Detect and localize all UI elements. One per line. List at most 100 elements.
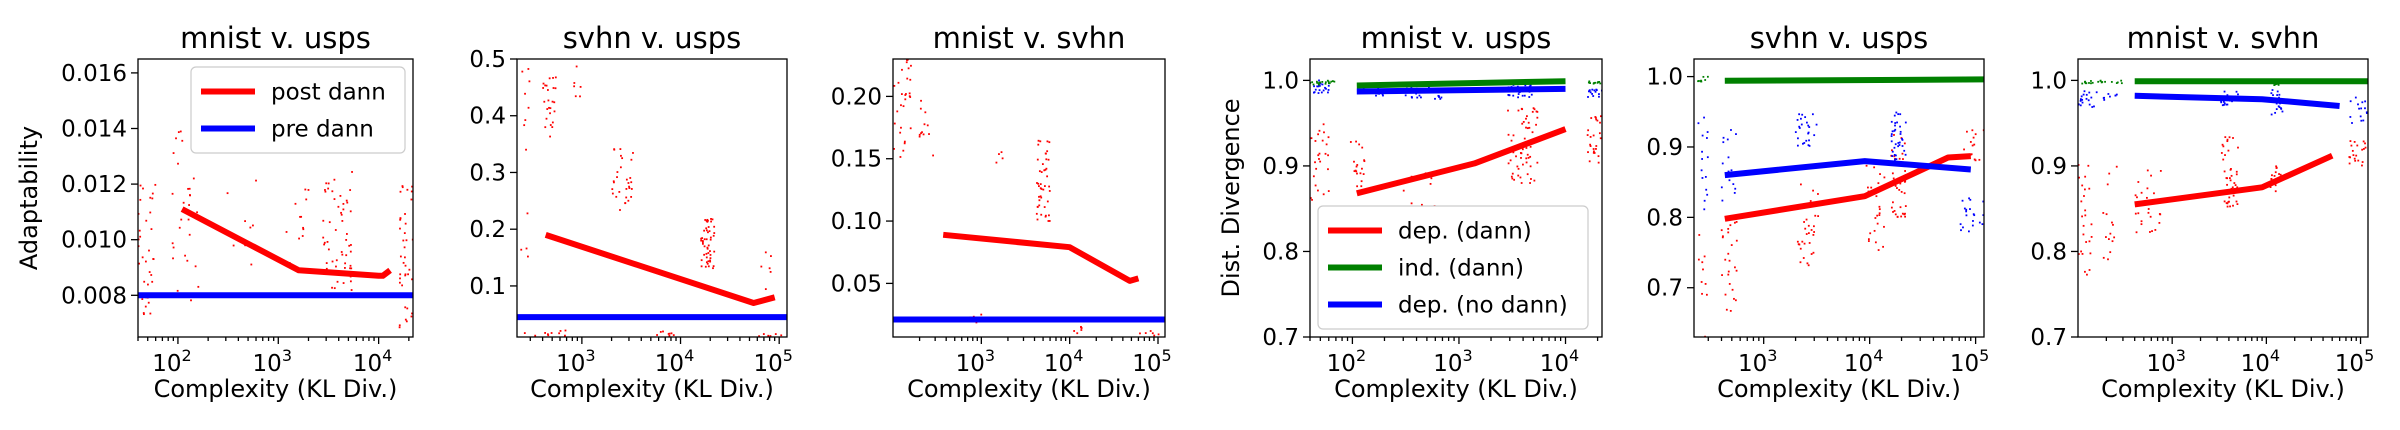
scatter-point — [2084, 214, 2087, 217]
scatter-point — [1512, 134, 1515, 137]
scatter-point — [300, 215, 303, 218]
scatter-point — [181, 139, 184, 142]
scatter-points — [138, 130, 413, 329]
scatter-point — [1700, 79, 1702, 82]
scatter-point — [176, 289, 179, 292]
scatter-point — [190, 299, 192, 302]
scatter-point — [1525, 117, 1527, 120]
series-line-dep-no-dann — [2134, 92, 2340, 109]
scatter-point — [150, 228, 153, 231]
scatter-point — [1036, 182, 1038, 184]
scatter-point — [1697, 258, 1700, 261]
scatter-point — [668, 332, 671, 335]
scatter-point — [1532, 107, 1535, 110]
scatter-point — [405, 239, 408, 242]
scatter-point — [401, 284, 404, 287]
scatter-point — [2091, 106, 2094, 108]
scatter-point — [2364, 100, 2367, 103]
scatter-point — [1318, 89, 1321, 92]
y-tick-label: 1.0 — [2030, 68, 2067, 94]
scatter-point — [1720, 186, 1723, 189]
scatter-point — [1892, 177, 1895, 180]
legend: dep. (dann) ind. (dann) dep. (no dann) — [1317, 205, 1589, 330]
scatter-point — [2233, 182, 2236, 184]
scatter-point — [612, 180, 615, 183]
scatter-point — [346, 233, 348, 235]
scatter-point — [923, 123, 926, 126]
scatter-point — [2088, 91, 2091, 94]
scatter-point — [707, 226, 710, 228]
scatter-point — [1001, 157, 1004, 160]
scatter-point — [255, 179, 257, 182]
scatter-point — [143, 280, 146, 283]
scatter-point — [1894, 128, 1897, 131]
legend: post dann pre dann — [190, 66, 406, 154]
scatter-point — [1317, 154, 1320, 157]
scatter-point — [2134, 212, 2137, 215]
scatter-point — [1529, 155, 1532, 158]
scatter-point — [2159, 170, 2162, 172]
scatter-point — [1901, 145, 1904, 147]
scatter-point — [760, 265, 763, 268]
scatter-point — [1524, 84, 1527, 87]
scatter-point — [2084, 270, 2086, 273]
scatter-point — [710, 218, 712, 220]
scatter-point — [149, 211, 152, 214]
y-axis-label: Dist. Divergence — [1217, 98, 1245, 297]
scatter-point — [1531, 131, 1534, 134]
scatter-point — [1037, 182, 1040, 185]
scatter-point — [1327, 91, 1329, 94]
scatter-point — [524, 92, 526, 95]
scatter-point — [705, 256, 708, 259]
scatter-point — [142, 187, 144, 190]
scatter-point — [1594, 90, 1597, 93]
scatter-point — [1310, 197, 1312, 199]
scatter-point — [707, 244, 710, 247]
scatter-point — [2115, 93, 2118, 96]
scatter-point — [1735, 239, 1738, 242]
chart-panel-1: 0.008 0.010 0.012 0.014 0.016 102 103 104 mnist … — [15, 21, 414, 403]
scatter-point — [2078, 176, 2080, 179]
scatter-point — [523, 332, 526, 334]
scatter-point — [1420, 96, 1422, 99]
scatter-point — [1702, 75, 1705, 78]
x-axis-label: Complexity (KL Div.) — [154, 375, 398, 403]
y-tick-label: 0.8 — [1262, 239, 1299, 265]
scatter-point — [1510, 175, 1513, 178]
x-tick-label: 102 — [152, 346, 191, 377]
scatter-point — [1318, 83, 1320, 86]
scatter-point — [1968, 230, 1970, 233]
scatter-point — [544, 84, 547, 87]
scatter-point — [2220, 101, 2223, 104]
series-line-post-dann — [180, 206, 392, 279]
scatter-point — [2348, 162, 2351, 165]
scatter-point — [1593, 150, 1595, 153]
x-tick-label: 105 — [1132, 346, 1171, 377]
scatter-point — [1355, 140, 1357, 143]
scatter-point — [1734, 266, 1736, 269]
scatter-point — [2229, 177, 2231, 180]
scatter-point — [138, 212, 140, 215]
scatter-points — [893, 59, 1160, 337]
scatter-point — [1970, 153, 1973, 156]
scatter-point — [1814, 214, 1817, 217]
scatter-point — [404, 318, 407, 321]
scatter-point — [932, 154, 934, 157]
series-line-dep-no-dann — [1724, 158, 1972, 179]
scatter-point — [527, 68, 530, 70]
scatter-point — [1520, 157, 1522, 159]
scatter-point — [301, 235, 304, 237]
scatter-point — [341, 253, 344, 256]
scatter-point — [893, 147, 895, 150]
scatter-point — [1722, 136, 1725, 139]
scatter-point — [2350, 144, 2353, 147]
scatter-point — [1894, 185, 1897, 187]
scatter-point — [1807, 224, 1810, 227]
scatter-point — [1809, 200, 1812, 202]
scatter-point — [1891, 130, 1894, 133]
scatter-point — [344, 262, 347, 265]
scatter-point — [1733, 297, 1735, 300]
scatter-point — [1430, 177, 1433, 180]
scatter-point — [1589, 82, 1592, 84]
scatter-point — [700, 237, 703, 240]
